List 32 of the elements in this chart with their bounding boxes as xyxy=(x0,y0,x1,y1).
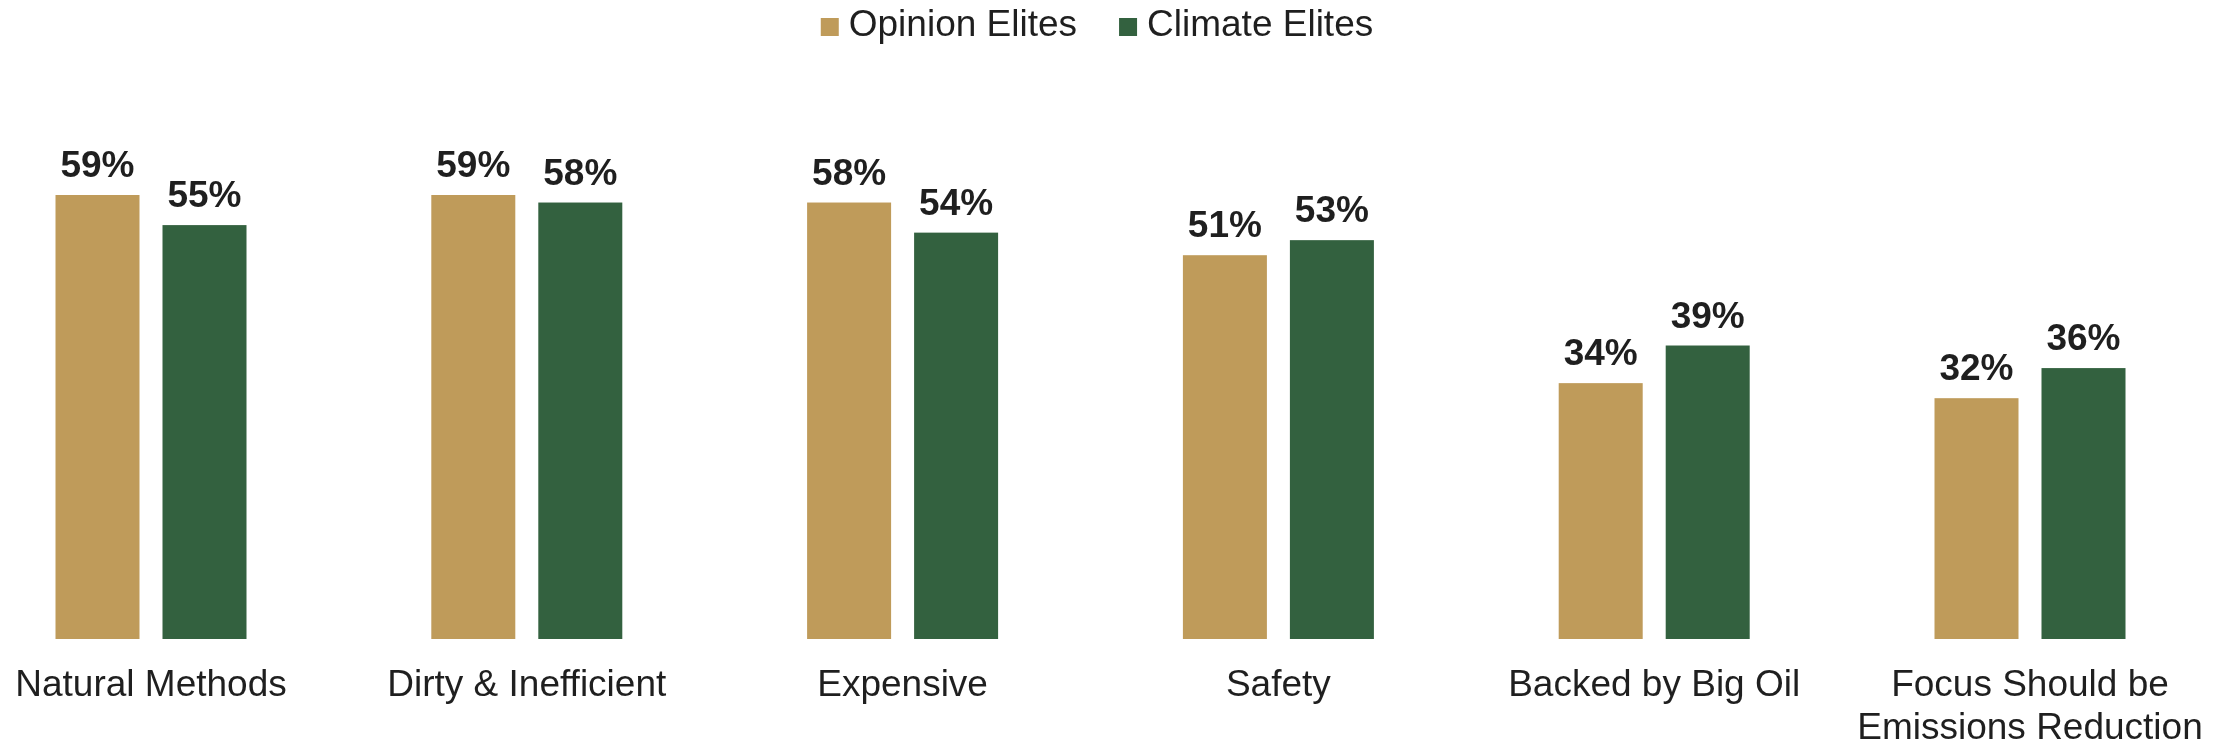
bar xyxy=(1289,240,1374,639)
data-label: 51% xyxy=(1187,204,1262,246)
data-label: 36% xyxy=(2046,317,2121,359)
data-label: 58% xyxy=(543,151,618,193)
bar xyxy=(914,232,999,639)
legend-label: Climate Elites xyxy=(1147,3,1374,44)
data-label: 39% xyxy=(1670,294,1745,336)
data-label: 32% xyxy=(1939,347,2014,389)
data-label: 54% xyxy=(919,181,994,223)
data-label: 59% xyxy=(436,144,511,185)
x-tick-label: Focus Should be Emissions Reduction xyxy=(1857,663,2203,742)
bar xyxy=(538,202,623,639)
x-tick-label: Safety xyxy=(1225,663,1332,704)
legend-label: Opinion Elites xyxy=(848,3,1078,44)
data-label: 34% xyxy=(1563,332,1638,374)
x-tick-label: Natural Methods xyxy=(15,663,287,704)
bar xyxy=(55,195,140,639)
bar xyxy=(1558,383,1643,639)
bar xyxy=(1934,398,2019,639)
data-label: 53% xyxy=(1294,189,1369,231)
bar xyxy=(1665,345,1750,639)
data-label: 59% xyxy=(60,144,135,185)
x-tick-label: Backed by Big Oil xyxy=(1508,663,1801,704)
x-tick-label: Expensive xyxy=(817,663,988,704)
data-label: 55% xyxy=(167,174,242,216)
x-tick-label: Dirty & Inefficient xyxy=(387,663,668,704)
bar xyxy=(162,225,247,639)
data-label: 58% xyxy=(812,151,887,193)
bar xyxy=(807,202,892,639)
bar xyxy=(431,195,516,639)
bar xyxy=(1182,255,1267,639)
bar xyxy=(2041,368,2126,639)
